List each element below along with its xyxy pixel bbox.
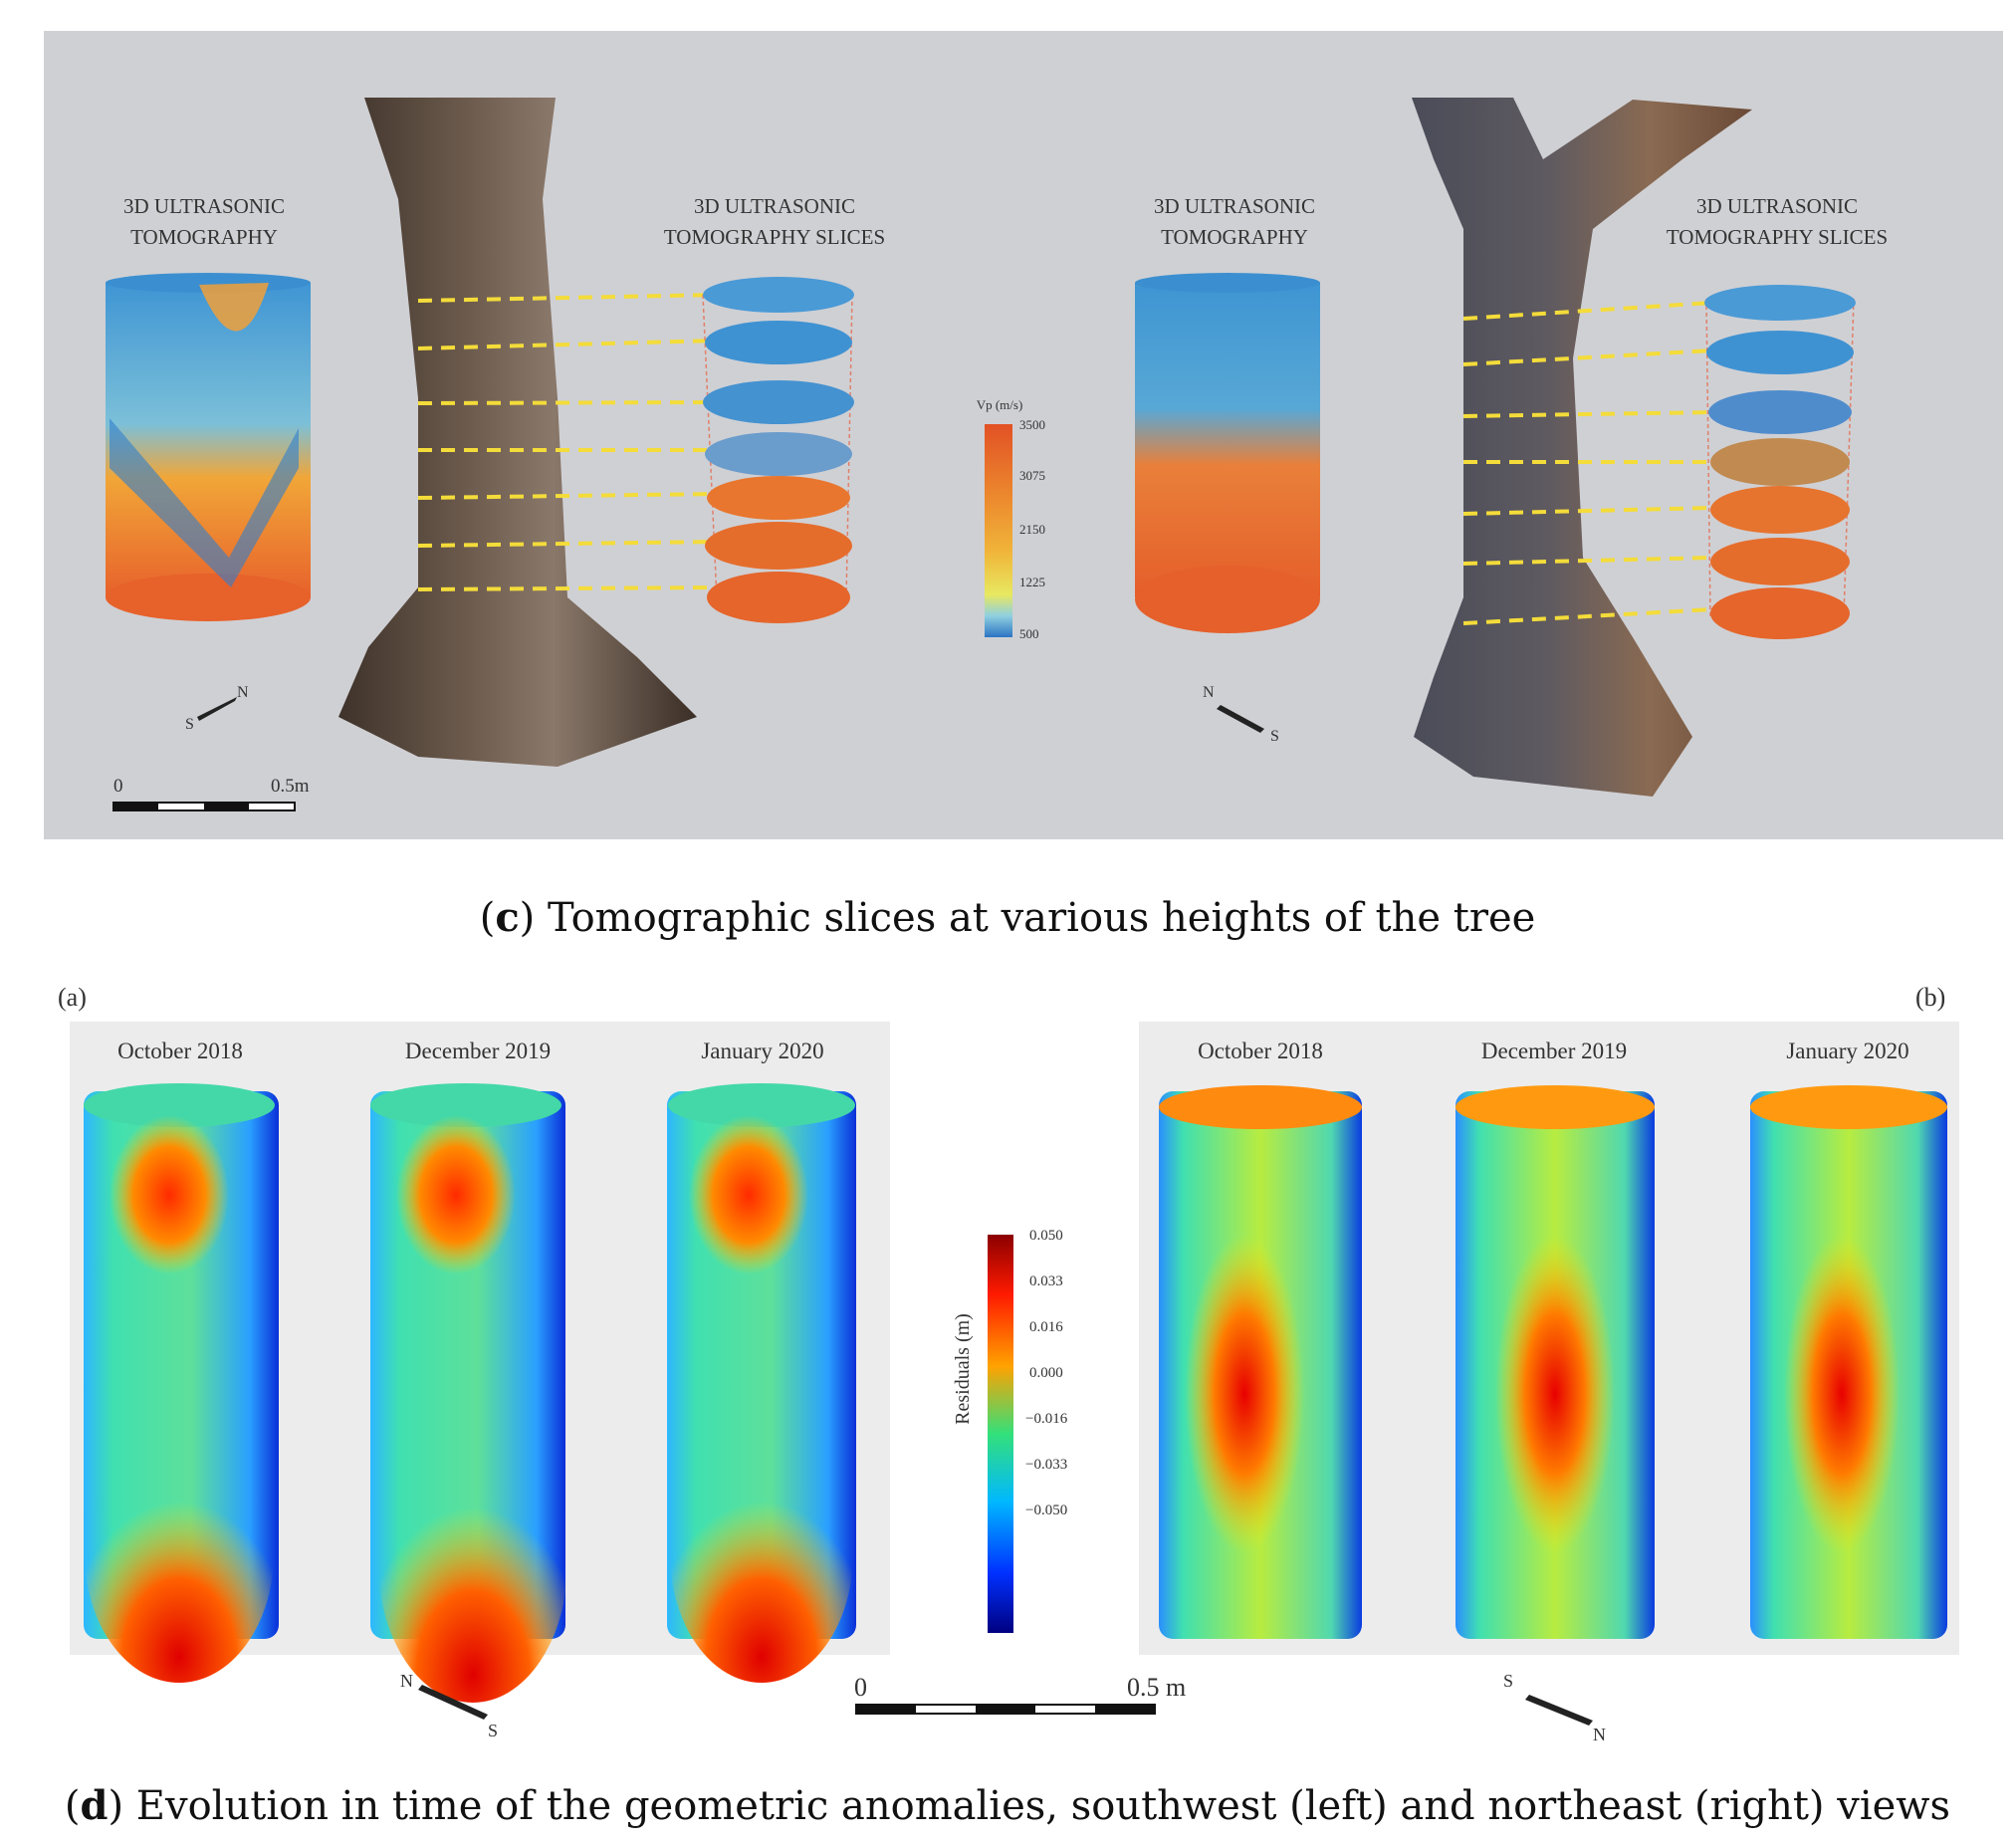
left-date-1: October 2018 xyxy=(117,1039,243,1063)
left-slice-1 xyxy=(703,277,854,313)
svg-text:N: N xyxy=(1203,684,1215,701)
right-slices-title-line1: 3D ULTRASONIC xyxy=(1696,194,1858,218)
caption-c: (c) Tomographic slices at various height… xyxy=(479,894,1536,941)
panel-c-background xyxy=(44,31,2003,839)
right-date-2: December 2019 xyxy=(1481,1039,1627,1063)
right-slice-connectors xyxy=(1462,301,1713,625)
left-tree-trunk xyxy=(338,98,697,767)
svg-text:N: N xyxy=(1593,1725,1606,1744)
southwest-cylinder-jan-2020 xyxy=(667,1083,856,1683)
left-slice-7 xyxy=(707,572,850,623)
svg-text:S: S xyxy=(1270,728,1279,745)
svg-text:3500: 3500 xyxy=(1019,417,1045,432)
svg-text:0.5 m: 0.5 m xyxy=(1127,1673,1186,1702)
svg-text:N: N xyxy=(400,1671,413,1691)
svg-text:0.050: 0.050 xyxy=(1029,1228,1063,1244)
svg-text:500: 500 xyxy=(1019,626,1039,641)
left-slices-title-line2: TOMOGRAPHY SLICES xyxy=(664,225,885,249)
caption-d-letter: d xyxy=(80,1782,109,1829)
svg-text:0.033: 0.033 xyxy=(1029,1273,1063,1289)
svg-text:S: S xyxy=(185,716,194,733)
southwest-cylinder-oct-2018 xyxy=(84,1083,279,1683)
svg-text:−0.016: −0.016 xyxy=(1025,1411,1068,1427)
right-date-3: January 2020 xyxy=(1786,1039,1908,1063)
left-tomography-title-line2: TOMOGRAPHY xyxy=(130,225,278,249)
left-tomography-volume xyxy=(106,273,311,621)
caption-d-text: ) Evolution in time of the geometric ano… xyxy=(108,1783,1951,1829)
panel-d-label-b: (b) xyxy=(1915,983,1945,1012)
southwest-cylinder-dec-2019 xyxy=(370,1083,567,1703)
right-slices-stack xyxy=(1704,285,1856,639)
panel-d-scale-bar: 0 0.5 m xyxy=(854,1673,1186,1715)
svg-text:S: S xyxy=(1503,1671,1513,1691)
left-slices-stack xyxy=(702,277,854,623)
right-date-1: October 2018 xyxy=(1198,1039,1323,1063)
right-compass: N S xyxy=(1203,684,1279,745)
left-date-2: December 2019 xyxy=(405,1039,551,1063)
right-slice-3 xyxy=(1708,390,1852,434)
svg-text:0: 0 xyxy=(113,776,123,797)
residuals-colorbar: Residuals (m) 0.050 0.033 0.016 0.000 −0… xyxy=(952,1228,1068,1633)
right-tomography-title-line2: TOMOGRAPHY xyxy=(1161,225,1308,249)
svg-text:Vp (m/s): Vp (m/s) xyxy=(977,397,1023,412)
left-slices-title-line1: 3D ULTRASONIC xyxy=(694,194,855,218)
right-slice-2 xyxy=(1706,331,1854,374)
left-slice-3 xyxy=(703,380,854,424)
northeast-cylinder-dec-2019 xyxy=(1455,1085,1655,1639)
panel-d-label-a: (a) xyxy=(58,983,87,1012)
svg-text:1225: 1225 xyxy=(1019,575,1045,589)
svg-text:−0.033: −0.033 xyxy=(1025,1457,1067,1473)
vp-colorbar: Vp (m/s) 3500 3075 2150 1225 500 xyxy=(977,397,1045,641)
caption-c-letter: c xyxy=(495,894,520,941)
svg-text:S: S xyxy=(488,1721,498,1740)
northeast-cylinder-oct-2018 xyxy=(1159,1085,1362,1639)
right-slice-4 xyxy=(1710,438,1850,486)
svg-text:N: N xyxy=(237,684,249,701)
svg-text:3075: 3075 xyxy=(1019,468,1045,483)
svg-text:0.000: 0.000 xyxy=(1029,1365,1063,1381)
right-tomography-title-line1: 3D ULTRASONIC xyxy=(1154,194,1315,218)
left-date-3: January 2020 xyxy=(701,1039,823,1063)
right-slice-1 xyxy=(1704,285,1856,321)
caption-d: (d) Evolution in time of the geometric a… xyxy=(64,1782,1951,1829)
svg-text:0.016: 0.016 xyxy=(1029,1319,1063,1335)
caption-c-text: ) Tomographic slices at various heights … xyxy=(519,895,1536,941)
left-tomography-title-line1: 3D ULTRASONIC xyxy=(123,194,285,218)
svg-text:−0.050: −0.050 xyxy=(1025,1502,1067,1518)
northeast-compass: S N xyxy=(1503,1671,1606,1744)
svg-text:Residuals (m): Residuals (m) xyxy=(952,1313,974,1425)
left-compass: N S xyxy=(185,684,249,733)
right-tomography-volume xyxy=(1135,273,1320,633)
left-slice-4 xyxy=(705,432,852,476)
svg-text:0.5m: 0.5m xyxy=(271,776,310,797)
svg-text:2150: 2150 xyxy=(1019,522,1045,537)
svg-text:0: 0 xyxy=(854,1673,867,1702)
right-slice-5 xyxy=(1710,486,1850,534)
left-slice-2 xyxy=(705,321,852,364)
right-slices-title-line2: TOMOGRAPHY SLICES xyxy=(1667,225,1888,249)
right-slice-7 xyxy=(1710,587,1850,639)
southwest-compass: N S xyxy=(400,1671,498,1740)
left-slice-5 xyxy=(707,476,850,520)
right-slice-6 xyxy=(1710,538,1850,585)
left-slice-connectors xyxy=(417,293,718,591)
left-slice-6 xyxy=(705,522,852,570)
panel-c-scale-bar: 0 0.5m xyxy=(112,776,310,811)
northeast-cylinder-jan-2020 xyxy=(1750,1085,1947,1639)
